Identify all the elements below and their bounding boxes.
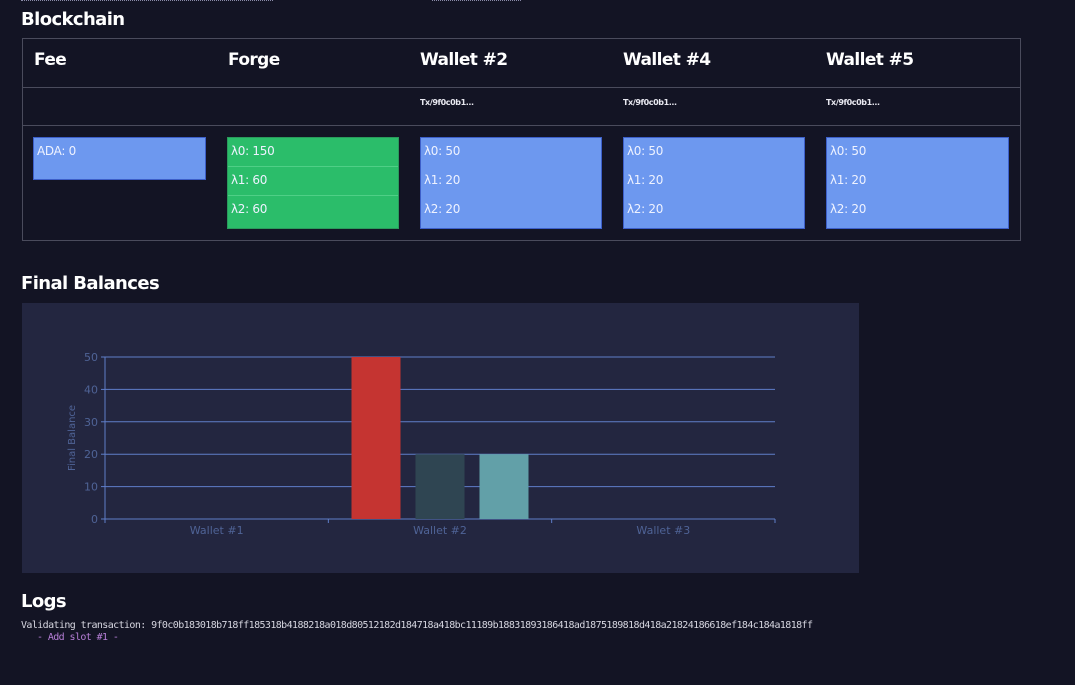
wallet-2-entry-0: λ0: 50 <box>424 144 461 158</box>
x-tick-label: Wallet #1 <box>190 524 244 537</box>
wallet-5-entry-0: λ0: 50 <box>830 144 867 158</box>
logs-heading: Logs <box>21 591 67 612</box>
wallet-2-entry-2: λ2: 20 <box>424 202 461 216</box>
wallet-4-entry-0: λ0: 50 <box>627 144 664 158</box>
y-axis-label: Final Balance <box>67 405 78 471</box>
y-tick-label: 20 <box>84 448 98 461</box>
y-tick-label: 50 <box>84 351 98 364</box>
y-tick-label: 0 <box>91 513 98 526</box>
bar-λ1 <box>415 454 465 519</box>
log-line-validation: Validating transaction: 9f0c0b183018b718… <box>21 620 813 631</box>
wallet-2-cell[interactable]: λ0: 50 λ1: 20 λ2: 20 <box>420 137 602 229</box>
column-title-wallet-4: Wallet #4 <box>623 50 711 70</box>
x-tick-label: Wallet #2 <box>413 524 467 537</box>
forge-entry-0: λ0: 150 <box>228 138 398 167</box>
forge-entry-1: λ1: 60 <box>228 167 398 196</box>
wallet-4-entry-2: λ2: 20 <box>627 202 664 216</box>
y-tick-label: 30 <box>84 416 98 429</box>
column-title-fee: Fee <box>34 50 67 70</box>
blockchain-table: Fee Forge Wallet #2 Wallet #4 Wallet #5 … <box>22 38 1021 241</box>
fee-cell[interactable]: ADA: 0 <box>33 137 206 180</box>
blockchain-tx-row: Tx/9f0c0b1... Tx/9f0c0b1... Tx/9f0c0b1..… <box>23 88 1020 126</box>
wallet-4-cell[interactable]: λ0: 50 λ1: 20 λ2: 20 <box>623 137 805 229</box>
forge-entry-2: λ2: 60 <box>231 202 268 216</box>
wallet-2-entry-1: λ1: 20 <box>424 173 461 187</box>
tx-link-wallet-4[interactable]: Tx/9f0c0b1... <box>623 98 677 107</box>
wallet-5-cell[interactable]: λ0: 50 λ1: 20 λ2: 20 <box>826 137 1009 229</box>
tx-link-wallet-5[interactable]: Tx/9f0c0b1... <box>826 98 880 107</box>
bar-chart-svg: 0 10 20 30 40 50 Final Balance Wallet #1 Wallet … <box>67 351 776 537</box>
final-balances-chart: 0 10 20 30 40 50 Final Balance Wallet #1 Wallet … <box>22 303 859 573</box>
final-balances-heading: Final Balances <box>21 273 160 294</box>
blockchain-heading: Blockchain <box>21 9 125 30</box>
wallet-5-entry-1: λ1: 20 <box>830 173 867 187</box>
column-title-wallet-2: Wallet #2 <box>420 50 508 70</box>
column-title-wallet-5: Wallet #5 <box>826 50 914 70</box>
bar-λ2 <box>479 454 529 519</box>
y-tick-label: 40 <box>84 383 98 396</box>
wallet-4-entry-1: λ1: 20 <box>627 173 664 187</box>
blockchain-header-row: Fee Forge Wallet #2 Wallet #4 Wallet #5 <box>23 39 1020 88</box>
wallet-5-entry-2: λ2: 20 <box>830 202 867 216</box>
bar-λ0 <box>351 357 401 519</box>
top-divider-left <box>21 0 273 1</box>
top-divider-right <box>432 0 521 1</box>
column-title-forge: Forge <box>228 50 280 70</box>
log-line-slot: - Add slot #1 - <box>37 632 119 643</box>
tx-link-wallet-2[interactable]: Tx/9f0c0b1... <box>420 98 474 107</box>
forge-cell[interactable]: λ0: 150 λ1: 60 λ2: 60 <box>227 137 399 229</box>
y-tick-label: 10 <box>84 481 98 494</box>
x-tick-label: Wallet #3 <box>636 524 690 537</box>
fee-entry: ADA: 0 <box>37 144 76 158</box>
